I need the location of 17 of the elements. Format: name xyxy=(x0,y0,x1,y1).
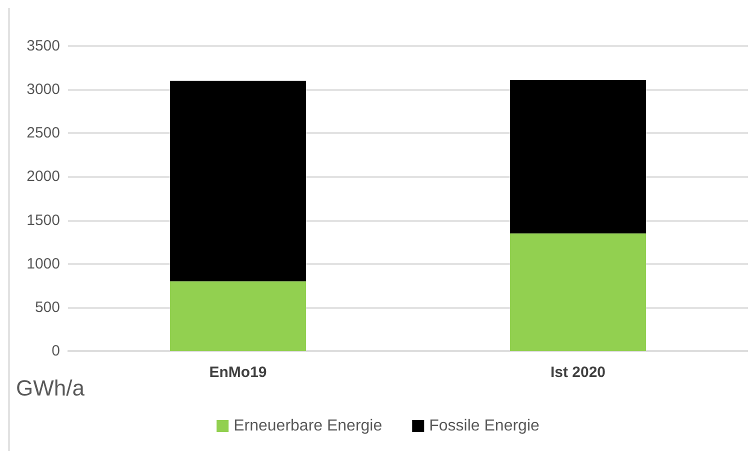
x-tick-label: EnMo19 xyxy=(209,364,267,381)
y-tick-label: 500 xyxy=(34,298,60,316)
bar xyxy=(510,233,646,351)
y-tick-label: 1500 xyxy=(26,212,60,229)
y-axis-title: GWh/a xyxy=(16,376,86,400)
y-tick-label: 3500 xyxy=(26,38,60,54)
legend-label: Erneuerbare Energie xyxy=(234,418,382,434)
x-tick-label: Ist 2020 xyxy=(550,364,606,381)
legend-label: Fossile Energie xyxy=(429,418,540,434)
y-tick-label: 0 xyxy=(52,342,60,360)
bar xyxy=(510,80,646,234)
bar xyxy=(170,80,306,282)
y-tick-label: 1000 xyxy=(26,255,60,272)
y-tick-label: 2000 xyxy=(26,168,60,186)
bar xyxy=(170,281,306,351)
y-tick-label: 3000 xyxy=(26,81,60,98)
y-tick-label: 2500 xyxy=(26,124,60,142)
